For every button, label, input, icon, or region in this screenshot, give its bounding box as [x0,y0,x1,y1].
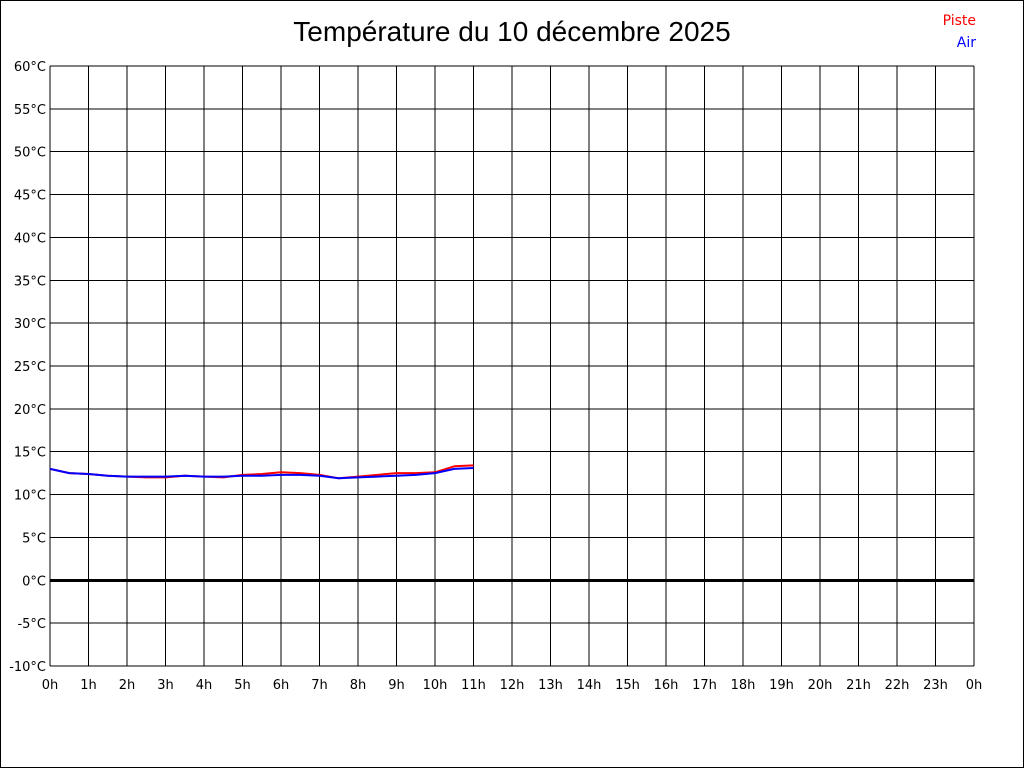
legend-entry-piste: Piste [942,13,976,29]
y-tick-label: 5°C [22,531,46,546]
x-tick-label: 12h [500,678,525,693]
y-tick-label: -10°C [9,660,46,675]
x-tick-label: 9h [388,678,405,693]
series-line-air [49,467,474,480]
x-tick-label: 18h [731,678,756,693]
axis-tick-labels: 0h 1h 2h 3h 4h 5h 6h 7h 8h 9h 10h 11h 12h 13h 14h 15h 16… [9,60,982,693]
x-tick-label: 7h [311,678,328,693]
y-tick-label: -5°C [17,617,46,632]
y-tick-label: 10°C [14,489,46,504]
y-tick-label: 20°C [14,403,46,418]
y-tick-label: 60°C [14,60,46,75]
x-tick-label: 5h [234,678,251,693]
x-tick-label: 0h [966,678,983,693]
chart-title: Température du 10 décembre 2025 [293,16,731,47]
x-tick-label: 21h [846,678,871,693]
y-tick-label: 30°C [14,317,46,332]
x-tick-label: 19h [769,678,794,693]
x-tick-label: 0h [42,678,59,693]
x-tick-label: 2h [119,678,136,693]
y-tick-label: 40°C [14,231,46,246]
y-tick-label: 45°C [14,189,46,204]
x-tick-label: 10h [423,678,448,693]
x-tick-label: 20h [808,678,833,693]
x-tick-label: 22h [885,678,910,693]
x-tick-label: 13h [538,678,563,693]
y-tick-label: 50°C [14,146,46,161]
x-tick-label: 14h [577,678,602,693]
y-tick-label: 0°C [22,574,46,589]
x-tick-label: 3h [157,678,174,693]
x-tick-label: 11h [461,678,486,693]
x-tick-label: 4h [196,678,213,693]
series-lines [49,464,474,480]
y-tick-label: 55°C [14,103,46,118]
x-tick-label: 15h [615,678,640,693]
x-tick-label: 8h [350,678,367,693]
legend-entry-air: Air [956,35,976,51]
y-tick-label: 35°C [14,274,46,289]
x-tick-label: 17h [692,678,717,693]
x-tick-label: 23h [923,678,948,693]
y-tick-label: 15°C [14,446,46,461]
x-tick-label: 1h [80,678,97,693]
x-tick-label: 6h [273,678,290,693]
y-tick-label: 25°C [14,360,46,375]
grid [49,65,975,667]
x-tick-label: 16h [654,678,679,693]
